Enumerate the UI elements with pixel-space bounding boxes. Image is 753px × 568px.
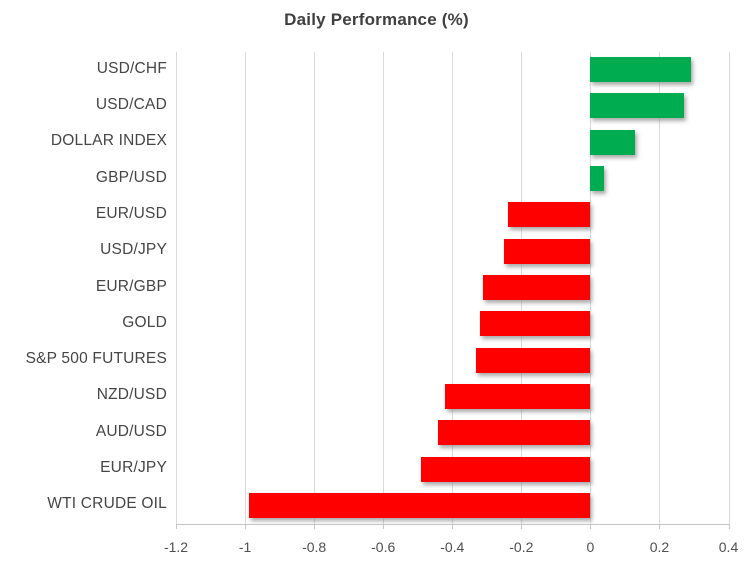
bar-wti-crude-oil [248, 492, 591, 518]
category-label-usd-jpy: USD/JPY [100, 241, 167, 259]
gridline-0.2 [659, 51, 661, 524]
bar-s-p-500-futures [476, 347, 591, 373]
x-axis-tick-label-0.2: 0.2 [649, 538, 670, 555]
x-axis-tick-label--0.6: -0.6 [371, 538, 396, 555]
category-label-eur-gbp: EUR/GBP [95, 277, 167, 295]
x-axis-tick--0.6 [383, 523, 385, 529]
x-axis-tick--0.4 [452, 523, 454, 529]
x-axis-tick-0 [590, 523, 592, 529]
category-label-eur-jpy: EUR/JPY [100, 459, 167, 477]
category-label-nzd-usd: NZD/USD [96, 386, 167, 404]
x-axis-tick-label--0.4: -0.4 [440, 538, 465, 555]
gridline--1 [245, 51, 247, 524]
bar-usd-jpy [504, 238, 591, 264]
bar-nzd-usd [445, 383, 591, 409]
x-axis-tick-label--1: -1 [238, 538, 252, 555]
category-label-eur-usd: EUR/USD [95, 204, 167, 222]
x-axis-tick-label-0.4: 0.4 [718, 538, 739, 555]
gridline-0 [590, 51, 592, 524]
gridline--0.6 [383, 51, 385, 524]
bar-eur-usd [507, 202, 591, 228]
category-label-gold: GOLD [122, 313, 167, 331]
x-axis-tick-label--0.8: -0.8 [302, 538, 327, 555]
x-axis-tick-label--1.2: -1.2 [163, 538, 189, 555]
x-axis-tick-label-0: 0 [586, 538, 595, 555]
x-axis-tick-label--0.2: -0.2 [509, 538, 534, 555]
x-axis-tick-0.2 [659, 523, 661, 529]
x-axis-tick-0.4 [728, 523, 730, 529]
gridline-0.4 [728, 51, 730, 524]
bar-dollar-index [590, 129, 636, 155]
gridline--0.8 [314, 51, 316, 524]
category-label-wti-crude-oil: WTI CRUDE OIL [47, 495, 167, 513]
bar-usd-cad [590, 93, 684, 119]
bar-gbp-usd [590, 166, 605, 192]
category-label-aud-usd: AUD/USD [95, 422, 167, 440]
category-label-s-p-500-futures: S&P 500 FUTURES [25, 350, 167, 368]
x-axis-tick--0.2 [521, 523, 523, 529]
category-label-usd-cad: USD/CAD [95, 95, 167, 113]
x-axis-tick--1 [245, 523, 247, 529]
category-label-usd-chf: USD/CHF [96, 59, 167, 77]
x-axis-tick--0.8 [314, 523, 316, 529]
bar-eur-jpy [421, 456, 591, 482]
bar-eur-gbp [483, 275, 591, 300]
gridline--1.2 [176, 51, 177, 524]
category-label-dollar-index: DOLLAR INDEX [50, 132, 167, 150]
x-axis-tick--1.2 [176, 523, 177, 529]
gridline--0.4 [452, 51, 454, 524]
bar-gold [479, 311, 591, 337]
bar-usd-chf [590, 57, 691, 83]
chart-title: Daily Performance (%) [284, 10, 469, 29]
bar-aud-usd [438, 420, 591, 446]
category-label-gbp-usd: GBP/USD [95, 168, 167, 186]
